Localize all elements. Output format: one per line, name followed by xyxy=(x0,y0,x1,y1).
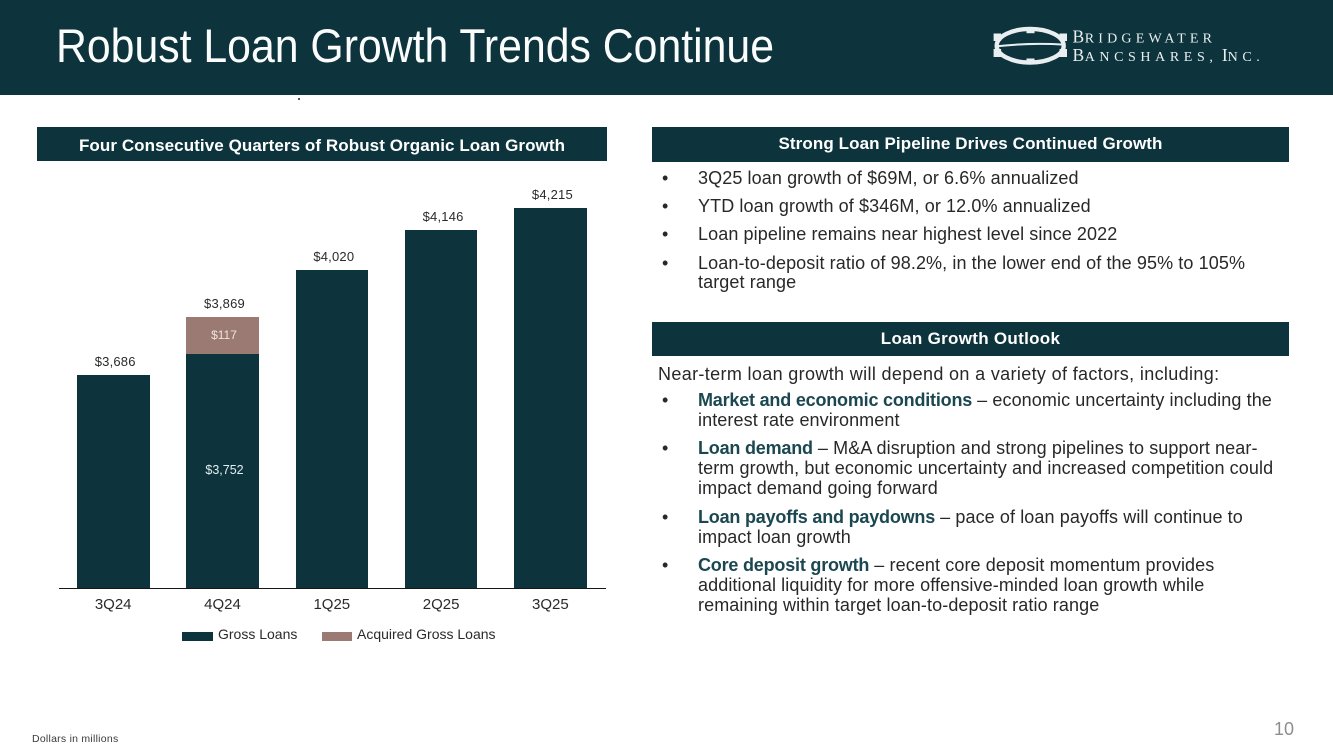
svg-text:BANCSHARES, INC.: BANCSHARES, INC. xyxy=(1073,45,1265,65)
svg-text:BRIDGEWATER: BRIDGEWATER xyxy=(1073,27,1217,47)
